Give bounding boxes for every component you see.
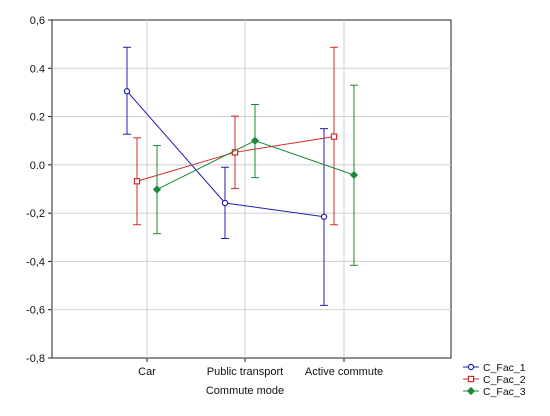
y-tick-label: 0.2 (30, 112, 45, 124)
series-C_Fac_1 (123, 46, 328, 306)
data-point (221, 199, 229, 207)
y-tick-label: -0,8 (26, 353, 45, 365)
series-C_Fac_2 (133, 46, 338, 226)
plot-frame (51, 19, 452, 359)
y-tick-label: 0,6 (30, 15, 45, 27)
series-C_Fac_3 (152, 84, 359, 266)
x-tick-label: Public transport (207, 366, 283, 378)
legend-label: C_Fac_1 (483, 362, 526, 374)
x-axis-title: Commute mode (206, 385, 284, 397)
data-point (330, 133, 338, 140)
axis-layer: -0,8 -0,6 -0,4 -0,2 0.0 0.2 0.4 0,6 Car Public tr… (26, 15, 383, 378)
grid-layer (52, 20, 451, 358)
y-tick-label: -0,6 (26, 305, 45, 317)
y-tick-label: -0,2 (26, 208, 45, 220)
data-point (133, 178, 141, 185)
y-tick-label: 0.4 (30, 63, 45, 75)
data-point (250, 136, 260, 145)
x-tick-label: Car (138, 366, 156, 378)
legend-item: C_Fac_3 (463, 386, 526, 398)
data-point (320, 213, 328, 220)
legend-marker (466, 386, 476, 396)
data-point (123, 88, 131, 95)
legend-item: C_Fac_2 (463, 374, 526, 386)
legend: C_Fac_1C_Fac_2C_Fac_3 (463, 362, 526, 398)
legend-item: C_Fac_1 (463, 362, 526, 374)
x-tick-label: Active commute (305, 366, 383, 378)
legend-marker (467, 375, 475, 383)
series-layer (123, 46, 359, 306)
data-point (152, 185, 162, 194)
data-point (349, 170, 359, 180)
y-tick-label: -0,4 (26, 256, 45, 268)
legend-label: C_Fac_3 (483, 386, 526, 398)
y-tick-label: 0.0 (30, 160, 45, 172)
legend-label: C_Fac_2 (483, 374, 526, 386)
legend-marker (467, 363, 475, 371)
